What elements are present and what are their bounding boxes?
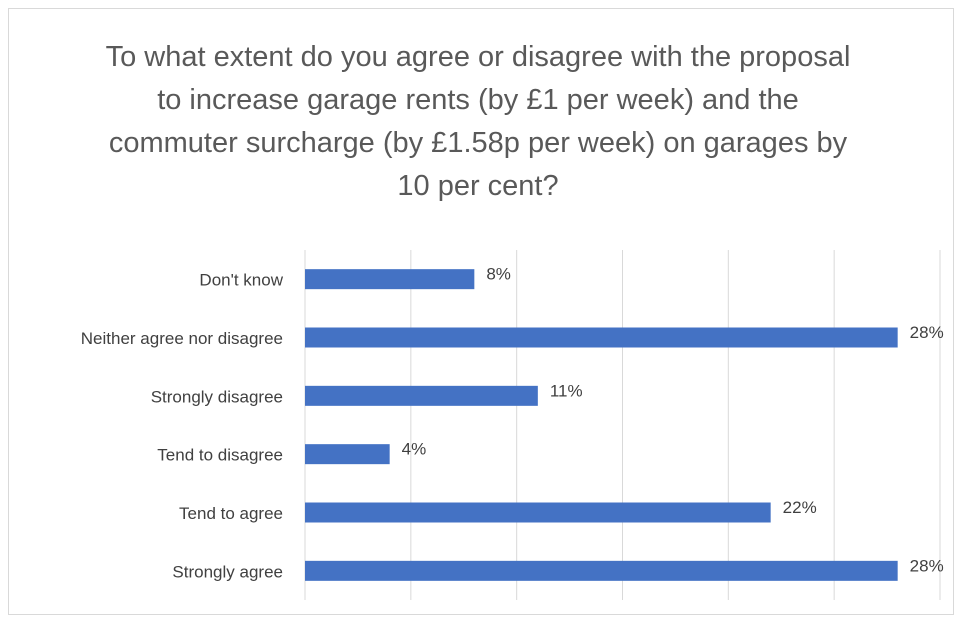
bar (305, 502, 771, 523)
y-tick-label: Strongly disagree (151, 387, 283, 406)
bar (305, 327, 898, 348)
y-tick-label: Tend to agree (179, 504, 283, 523)
y-tick-label: Tend to disagree (157, 446, 283, 465)
data-label: 28% (910, 556, 944, 575)
y-tick-label: Don't know (199, 271, 283, 290)
data-label: 28% (910, 323, 944, 342)
bar (305, 385, 538, 406)
chart-title: To what extent do you agree or disagree … (105, 41, 851, 202)
chart-border (8, 8, 954, 615)
data-label: 22% (783, 498, 817, 517)
y-tick-label: Strongly agree (172, 562, 283, 581)
y-tick-label: Neither agree nor disagree (81, 329, 283, 348)
bar (305, 560, 898, 581)
data-label: 8% (486, 265, 511, 284)
bar (305, 269, 475, 290)
bar (305, 444, 390, 465)
data-label: 4% (402, 440, 427, 459)
data-label: 11% (550, 381, 583, 400)
